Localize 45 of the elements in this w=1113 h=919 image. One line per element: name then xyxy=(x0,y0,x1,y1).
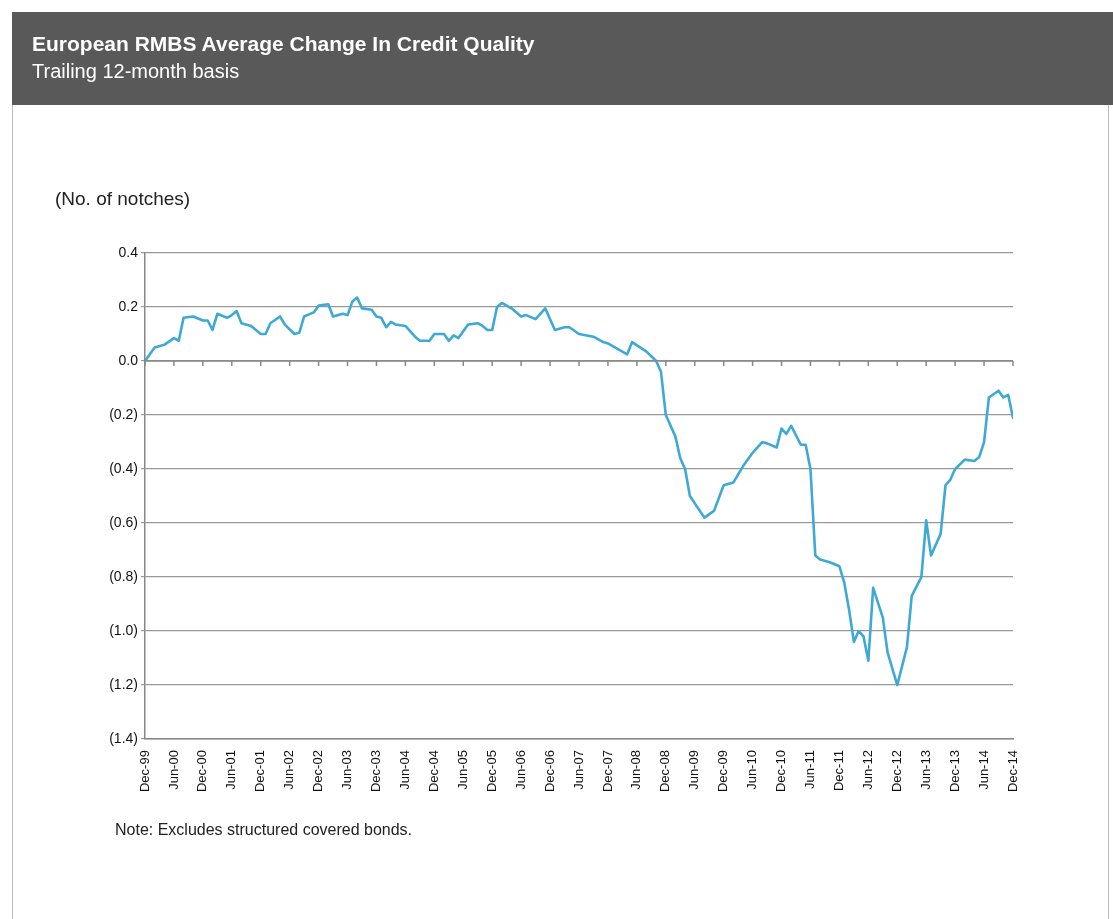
y-tick-label: (0.4) xyxy=(109,459,138,476)
x-tick-label: Jun-12 xyxy=(859,750,875,790)
x-tick-label: Dec-01 xyxy=(252,750,268,793)
y-tick-label: (1.0) xyxy=(109,621,138,638)
x-tick-label: Jun-14 xyxy=(975,750,991,790)
y-tick-label: 0.0 xyxy=(118,351,139,368)
x-tick-label: Jun-02 xyxy=(281,750,297,790)
y-tick-label: (0.2) xyxy=(109,405,138,422)
y-tick-label: (1.4) xyxy=(109,729,138,746)
x-tick-label: Dec-12 xyxy=(888,750,904,793)
x-tick-label: Jun-01 xyxy=(223,750,239,790)
x-tick-label: Jun-08 xyxy=(628,750,644,790)
x-tick-label: Jun-06 xyxy=(512,750,528,790)
x-tick-label: Dec-13 xyxy=(946,750,962,793)
x-tick-label: Jun-09 xyxy=(686,750,702,790)
text: Note: Excludes structured covered bonds. xyxy=(115,821,413,839)
y-axis-title: (No. of notches) xyxy=(55,188,191,210)
x-tick-label: Dec-02 xyxy=(310,750,326,793)
y-tick-label: (1.2) xyxy=(109,675,138,692)
x-tick-label: Jun-07 xyxy=(570,750,586,790)
x-tick-label: Dec-11 xyxy=(830,750,846,792)
x-tick-label: Jun-11 xyxy=(802,750,818,789)
x-tick-label: Jun-13 xyxy=(917,750,933,790)
x-tick-label: Jun-03 xyxy=(339,750,355,790)
x-tick-label: Dec-10 xyxy=(773,750,789,793)
x-tick-label: Dec-06 xyxy=(541,750,557,793)
x-tick-label: Dec-07 xyxy=(599,750,615,793)
x-tick-label: Dec-03 xyxy=(368,750,384,793)
y-tick-label: (0.8) xyxy=(109,567,138,584)
chart-title: European RMBS Average Change In Credit Quality xyxy=(32,32,535,56)
x-tick-label: Jun-10 xyxy=(744,750,760,790)
chart-subtitle: Trailing 12-month basis xyxy=(32,60,240,83)
x-tick-label: Dec-08 xyxy=(657,750,673,793)
x-tick-label: Jun-05 xyxy=(454,750,470,790)
x-tick-label: Dec-99 xyxy=(136,750,152,793)
x-tick-label: Dec-05 xyxy=(483,750,499,793)
x-tick-label: Dec-09 xyxy=(715,750,731,793)
x-tick-label: Jun-00 xyxy=(165,750,181,790)
y-tick-label: 0.4 xyxy=(118,243,139,260)
x-tick-label: Dec-04 xyxy=(425,750,441,793)
x-tick-label: Dec-00 xyxy=(194,750,210,793)
x-tick-label: Dec-14 xyxy=(1004,750,1020,793)
y-tick-label: 0.2 xyxy=(118,297,139,314)
x-tick-label: Jun-04 xyxy=(396,750,412,790)
y-tick-label: (0.6) xyxy=(109,513,138,530)
